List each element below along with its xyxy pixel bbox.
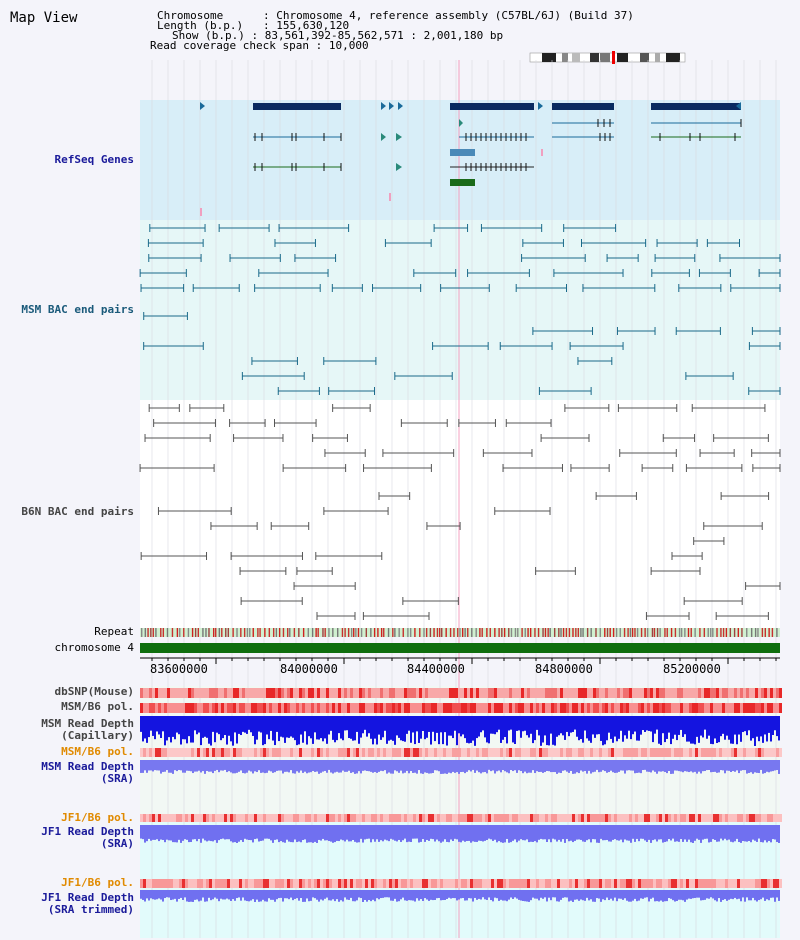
msm-b6-pol-label[interactable]: MSM/B6 pol. [61,700,134,713]
gene-block[interactable] [651,103,741,110]
gene-block[interactable] [450,103,534,110]
msm-read-depth-capillary-track[interactable] [140,716,780,746]
jf1-b6-pol-track[interactable] [140,814,782,822]
gene-block[interactable] [450,179,475,186]
sra-label: (SRA) [100,772,134,785]
b6n-bac-label[interactable]: B6N BAC end pairs [21,505,134,518]
b6n-bac-track-bg [140,400,780,628]
span-info: Read coverage check span : 10,000 [150,39,369,52]
repeat-label: Repeat [94,625,134,638]
sra-trimmed-label: (SRA trimmed) [47,903,134,916]
dbsnp-track[interactable] [140,688,782,698]
refseq-genes-label[interactable]: RefSeq Genes [54,153,134,166]
jf1-read-depth-trimmed-label[interactable]: JF1 Read Depth [41,891,134,904]
chromosome-value: Chromosome 4, reference assembly (C57BL/… [276,9,634,22]
show-info: Show (b.p.) : 83,561,392-85,562,571 : 2,… [172,29,504,42]
gene-block[interactable] [450,149,475,156]
chromosome-ideogram[interactable] [529,51,686,64]
gene-block[interactable] [552,103,614,110]
length-info: Length (b.p.) : 155,630,120 [157,19,350,32]
chromosome-bar[interactable] [140,643,780,653]
span-label: Read coverage check span [150,39,309,52]
grid-lines [151,60,777,938]
msm-b6-pol-track[interactable] [140,703,782,713]
msm-read-depth-label[interactable]: MSM Read Depth [41,717,134,730]
show-label: Show (b.p.) [172,29,245,42]
dbsnp-label[interactable]: dbSNP(Mouse) [54,685,134,698]
b6n-bac-end-pairs-track[interactable] [139,404,781,620]
show-value: 83,561,392-85,562,571 : 2,001,180 bp [264,29,504,42]
repeat-track[interactable] [140,628,780,637]
msm-b6-pol-label-2[interactable]: MSM/B6 pol. [61,745,134,758]
msm-bac-label[interactable]: MSM BAC end pairs [21,303,134,316]
map-view-title: Map View [10,10,78,26]
gene-block[interactable] [253,103,341,110]
chromosome-label: chromosome 4 [54,641,134,654]
axis-tick-label: 84400000 [407,662,465,676]
msm-bac-end-pairs-track[interactable] [139,224,781,395]
jf1-sra-label: (SRA) [100,837,134,850]
msm-read-depth-sra-track[interactable] [140,760,780,774]
jf1-b6-pol-label-2[interactable]: JF1/B6 pol. [61,876,134,889]
length-value: 155,630,120 [276,19,350,32]
msm-read-depth-sra-label[interactable]: MSM Read Depth [41,760,134,773]
jf1-read-depth-label[interactable]: JF1 Read Depth [41,825,134,838]
jf1-read-depth-trimmed-track[interactable] [140,890,780,902]
jf1-read-depth-sra-track[interactable] [140,825,780,843]
refseq-track-bg [140,100,780,220]
msm-b6-pol-track-2[interactable] [140,748,782,757]
ideogram-position-marker [612,51,615,64]
axis-tick-label: 85200000 [663,662,721,676]
axis-tick-label: 84000000 [280,662,338,676]
length-label: Length (b.p.) [157,19,244,32]
axis-tick-label: 83600000 [150,662,208,676]
span-value: 10,000 [328,39,369,52]
capillary-label: (Capillary) [61,729,134,742]
axis-tick-label: 84800000 [535,662,593,676]
chromosome-label: Chromosome [157,9,224,22]
refseq-genes-track[interactable] [200,102,742,216]
position-axis [140,657,780,664]
msm-bac-track-bg [140,220,780,400]
jf1-b6-pol-track-2[interactable] [140,879,782,888]
jf1-b6-pol-label[interactable]: JF1/B6 pol. [61,811,134,824]
chromosome-info: Chromosome : Chromosome 4, reference ass… [157,9,634,22]
